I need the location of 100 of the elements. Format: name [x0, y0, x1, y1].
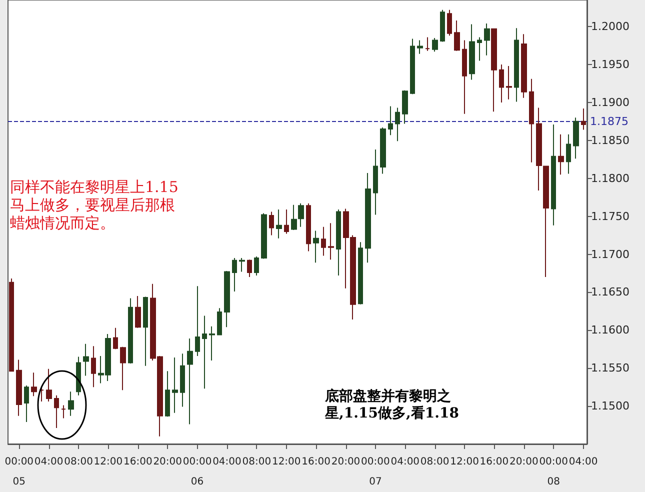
x-tick-label: 16:00	[480, 456, 509, 468]
candlestick	[209, 326, 215, 362]
candlestick	[365, 172, 371, 264]
candlestick	[39, 386, 44, 402]
candlestick	[336, 208, 341, 276]
candlestick	[24, 385, 29, 422]
candlestick	[16, 359, 22, 416]
x-tick-label: 00:00 07	[361, 456, 390, 488]
candlestick	[232, 258, 237, 292]
x-tick-label: 16:00	[302, 456, 330, 468]
candlestick	[180, 353, 185, 408]
x-tick-label: 12:00	[450, 456, 479, 468]
x-tick-label: 20:00	[509, 456, 538, 468]
x-tick-label: 08:00	[420, 456, 450, 468]
candlestick	[143, 296, 148, 366]
candlestick	[247, 259, 252, 278]
candlestick	[432, 37, 438, 52]
candlestick	[410, 38, 415, 95]
candlestick	[417, 40, 423, 54]
y-tick-label: 1.1550	[591, 362, 630, 375]
x-tick-label: 04:00	[212, 456, 242, 468]
ref-line-label: 1.1875	[590, 114, 628, 128]
candlestick	[328, 222, 334, 260]
candlestick	[581, 108, 586, 130]
x-tick-label: 00:00 08	[539, 456, 568, 488]
y-tick-label: 1.2000	[591, 20, 630, 34]
candlestick	[276, 208, 282, 239]
y-tick-label: 1.1500	[591, 400, 630, 413]
x-tick-label: 04:00	[390, 456, 420, 468]
annotation: 同样不能在黎明星上1.15马上做多，要视星后那根蜡烛情况而定。	[10, 178, 178, 232]
candlestick	[83, 343, 89, 376]
candlestick	[298, 202, 304, 228]
x-tick-label: 04:00	[568, 456, 598, 468]
candlestick	[165, 370, 170, 418]
candlestick	[239, 258, 245, 272]
candlestick	[135, 296, 141, 328]
candlestick	[477, 36, 482, 62]
candlestick	[514, 28, 519, 102]
candlestick	[269, 211, 274, 236]
candlestick	[254, 256, 259, 276]
candlestick	[484, 23, 490, 56]
x-tick-label: 00:00 06	[182, 456, 212, 488]
candlestick	[454, 20, 460, 52]
y-tick-label: 1.1700	[591, 248, 630, 261]
x-tick-label: 20:00	[153, 456, 182, 468]
candlestick	[499, 64, 504, 103]
candlestick	[566, 134, 571, 174]
x-tick-label: 16:00	[123, 456, 152, 468]
annotation: 底部盘整并有黎明之星,1.15做多,看1.18	[324, 388, 459, 422]
candlestick	[358, 242, 363, 305]
candlestick	[558, 134, 564, 176]
candlestick	[402, 90, 408, 124]
candlestick	[187, 338, 193, 425]
candlestick	[195, 286, 200, 356]
candlestick	[9, 278, 14, 372]
candlestick	[61, 404, 66, 419]
y-tick-label: 1.1800	[591, 172, 630, 185]
candlestick	[551, 124, 556, 226]
candlestick	[284, 208, 289, 234]
candlestick	[217, 308, 222, 336]
y-tick-label: 1.1950	[591, 58, 630, 72]
x-tick-label: 04:00	[34, 456, 64, 468]
candlestick	[425, 36, 430, 52]
x-tick-label: 08:00	[242, 456, 272, 468]
x-tick-label: 12:00	[94, 456, 123, 468]
candlestick	[306, 202, 311, 252]
candlestick	[506, 66, 512, 100]
candlestick	[395, 107, 400, 142]
y-tick-label: 1.1900	[591, 96, 630, 109]
y-tick-label: 1.1650	[591, 286, 630, 299]
candlestick	[46, 368, 52, 402]
x-tick-label: 12:00	[272, 456, 301, 468]
y-tick-label: 1.1850	[591, 134, 630, 147]
candlestick	[491, 28, 497, 112]
x-tick-label: 20:00	[331, 456, 360, 468]
candlestick	[54, 394, 59, 429]
y-tick-label: 1.1750	[591, 210, 630, 223]
candlestick	[447, 9, 452, 36]
candlestick	[529, 78, 534, 163]
candlestick	[68, 391, 74, 416]
candlestick	[469, 24, 475, 80]
x-tick-label: 08:00	[64, 456, 93, 468]
candlestick	[321, 226, 326, 256]
candlestick	[373, 149, 378, 216]
candlestick	[440, 9, 445, 42]
candlestick	[202, 315, 207, 390]
candlestick	[573, 117, 579, 160]
candlestick	[76, 356, 81, 396]
candlestick	[113, 327, 118, 350]
candlestick	[91, 346, 96, 388]
y-tick-label: 1.1600	[591, 324, 630, 337]
candlestick	[120, 346, 126, 391]
x-tick-label: 00:00 05	[4, 456, 34, 488]
candlestick	[388, 106, 393, 136]
candlestick	[462, 40, 467, 114]
candlestick	[313, 230, 319, 264]
candlestick	[172, 356, 178, 414]
candlestick	[128, 298, 133, 364]
candlestick	[31, 372, 37, 397]
candlestick	[261, 212, 267, 260]
